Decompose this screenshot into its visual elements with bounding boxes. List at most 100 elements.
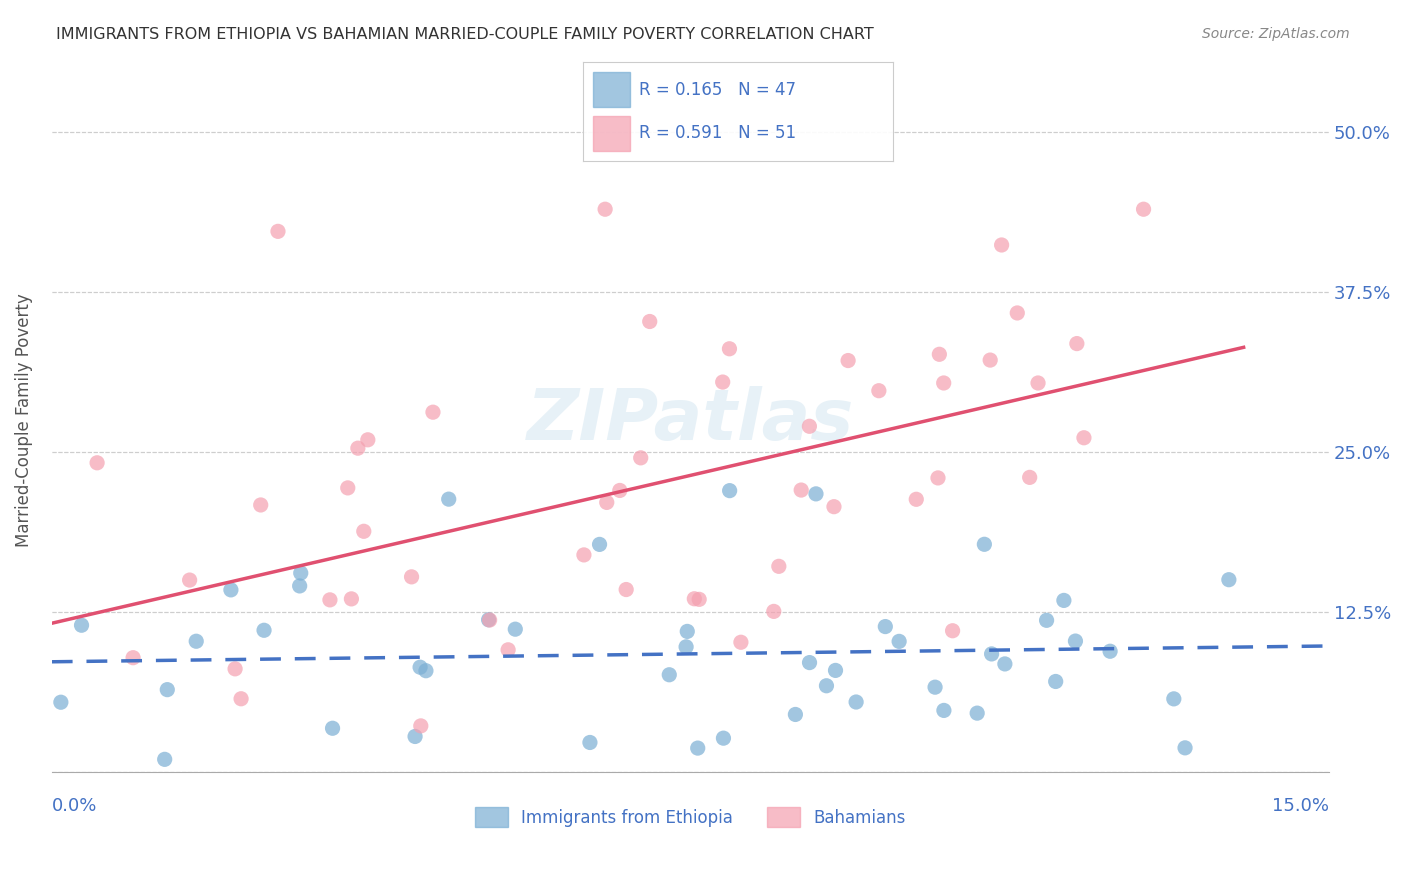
Point [790,483,813,497]
Point [224,662,246,676]
Point [1035,613,1057,627]
Text: ZIPatlas: ZIPatlas [527,385,853,455]
Point [1007,306,1029,320]
Text: R = 0.591   N = 51: R = 0.591 N = 51 [640,124,796,142]
Point [994,657,1017,671]
Point [122,650,145,665]
Point [1064,634,1087,648]
Point [186,634,208,648]
Point [614,582,637,597]
Point [924,680,946,694]
Text: IMMIGRANTS FROM ETHIOPIA VS BAHAMIAN MARRIED-COUPLE FAMILY POVERTY CORRELATION C: IMMIGRANTS FROM ETHIOPIA VS BAHAMIAN MAR… [56,27,875,42]
Point [249,498,271,512]
Point [1174,740,1197,755]
Point [478,613,501,627]
Point [942,624,965,638]
Text: Source: ZipAtlas.com: Source: ZipAtlas.com [1202,27,1350,41]
Point [928,347,950,361]
Point [1099,644,1122,658]
Point [415,664,437,678]
Point [676,624,699,639]
Legend: Immigrants from Ethiopia, Bahamians: Immigrants from Ethiopia, Bahamians [468,800,912,834]
Point [630,450,652,465]
Point [357,433,380,447]
Point [927,471,949,485]
Text: 0.0%: 0.0% [52,797,97,814]
Point [347,441,370,455]
Point [980,647,1002,661]
Point [219,582,242,597]
Point [409,660,432,674]
Point [711,375,734,389]
Point [799,419,821,434]
Point [1218,573,1240,587]
Point [887,634,910,648]
Point [905,492,928,507]
Point [409,719,432,733]
Point [973,537,995,551]
Point [253,624,276,638]
Point [718,483,741,498]
Point [875,619,897,633]
Point [718,342,741,356]
Point [1073,431,1095,445]
Point [686,741,709,756]
Point [688,592,710,607]
Point [609,483,631,498]
Point [322,721,344,735]
Point [288,579,311,593]
Point [503,622,526,636]
Point [1132,202,1154,217]
Point [1018,470,1040,484]
Bar [593,72,630,106]
Point [1066,336,1088,351]
Point [437,492,460,507]
Point [179,573,201,587]
Point [815,679,838,693]
Point [979,353,1001,368]
Point [730,635,752,649]
Bar [593,116,630,151]
Point [966,706,988,720]
Point [1053,593,1076,607]
Point [156,682,179,697]
Point [658,667,681,681]
Point [588,537,610,551]
Point [103,778,125,792]
Point [804,487,827,501]
Point [86,456,108,470]
Point [49,695,72,709]
Point [932,376,955,390]
Point [638,314,661,328]
Point [1026,376,1049,390]
Point [572,548,595,562]
Point [153,752,176,766]
Point [675,640,697,654]
Text: R = 0.165   N = 47: R = 0.165 N = 47 [640,81,796,99]
Point [785,707,807,722]
Point [845,695,868,709]
Point [868,384,890,398]
Point [799,656,821,670]
Point [336,481,359,495]
Point [229,691,252,706]
Point [768,559,790,574]
Point [478,613,501,627]
Point [1163,691,1185,706]
Point [762,604,785,618]
Point [401,570,423,584]
Point [837,353,859,368]
Point [596,495,619,509]
Point [824,664,846,678]
Point [823,500,845,514]
Point [353,524,375,539]
Point [593,202,616,217]
Point [319,592,342,607]
Point [267,224,290,238]
Point [404,730,426,744]
Point [422,405,444,419]
Text: 15.0%: 15.0% [1272,797,1329,814]
Point [990,238,1012,252]
Y-axis label: Married-Couple Family Poverty: Married-Couple Family Poverty [15,293,32,547]
Point [683,591,706,606]
